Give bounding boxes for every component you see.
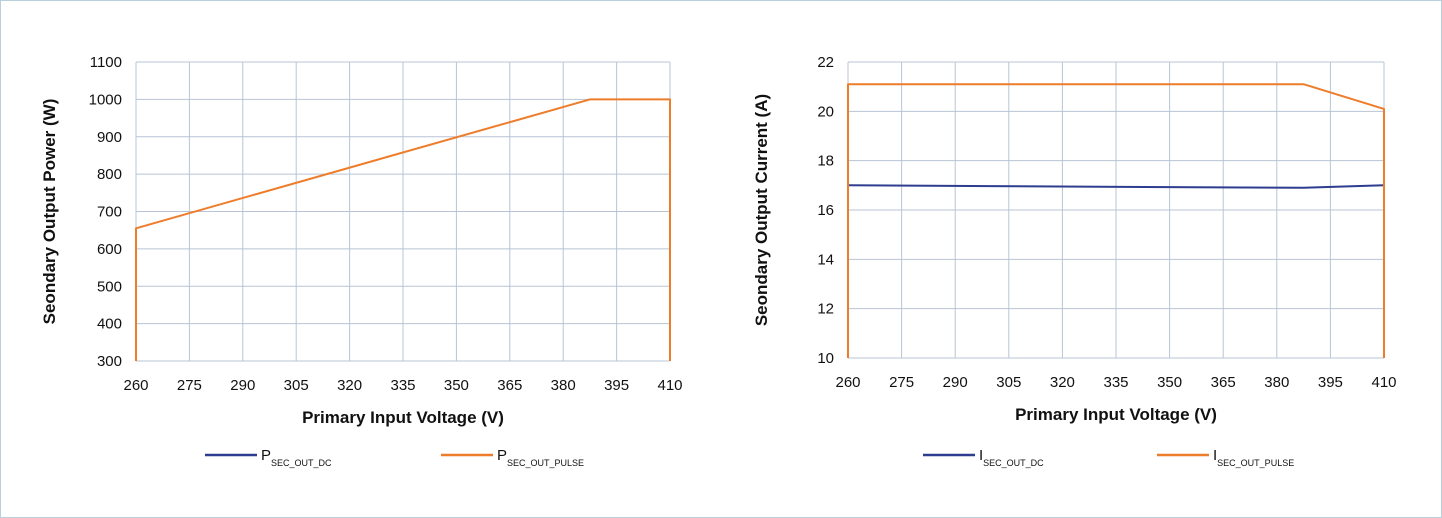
legend-label-subscript: SEC_OUT_PULSE bbox=[507, 458, 584, 468]
y-tick-label: 12 bbox=[817, 301, 834, 318]
x-tick-label: 365 bbox=[497, 377, 522, 394]
legend-item: ISEC_OUT_DC bbox=[923, 447, 1044, 468]
legend-item: PSEC_OUT_PULSE bbox=[441, 447, 584, 468]
chart-1: 260 275 290 305 320 335 350 365 380 395 410 300 400 5… bbox=[40, 54, 683, 468]
y-tick-label: 1100 bbox=[90, 54, 122, 71]
x-tick-label: 380 bbox=[1264, 374, 1289, 391]
x-tick-label: 290 bbox=[230, 377, 255, 394]
x-tick-label: 320 bbox=[1050, 374, 1075, 391]
x-tick-label: 395 bbox=[604, 377, 629, 394]
x-tick-label: 305 bbox=[284, 377, 309, 394]
x-tick-label: 275 bbox=[889, 374, 914, 391]
y-tick-label: 1000 bbox=[89, 91, 122, 108]
legend: PSEC_OUT_DC PSEC_OUT_PULSE bbox=[205, 447, 584, 468]
legend-label-subscript: SEC_OUT_PULSE bbox=[1217, 458, 1294, 468]
y-tick-label: 18 bbox=[817, 153, 834, 170]
y-tick-label: 14 bbox=[817, 251, 834, 268]
series-line-sec-out-pulse bbox=[135, 98, 671, 361]
y-tick-label: 22 bbox=[817, 54, 834, 71]
x-tick-label: 260 bbox=[123, 377, 148, 394]
legend-label: PSEC_OUT_DC bbox=[261, 447, 332, 468]
x-tick-label: 275 bbox=[177, 377, 202, 394]
legend-label-main: I bbox=[1213, 447, 1217, 464]
legend-label-main: I bbox=[979, 447, 983, 464]
x-tick-label: 320 bbox=[337, 377, 362, 394]
y-axis-title: Seondary Output Current (A) bbox=[752, 94, 771, 326]
x-axis-title: Primary Input Voltage (V) bbox=[302, 408, 504, 427]
x-axis-title: Primary Input Voltage (V) bbox=[1015, 405, 1217, 424]
y-tick-label: 600 bbox=[97, 241, 122, 258]
y-tick-label: 700 bbox=[97, 204, 122, 221]
x-axis: 260 275 290 305 320 335 350 365 380 395 410 bbox=[123, 62, 683, 394]
x-tick-label: 305 bbox=[996, 374, 1021, 391]
y-tick-label: 20 bbox=[817, 103, 834, 120]
x-tick-label: 410 bbox=[1371, 374, 1396, 391]
y-tick-label: 800 bbox=[97, 166, 122, 183]
x-tick-label: 335 bbox=[1103, 374, 1128, 391]
y-tick-label: 900 bbox=[97, 129, 122, 146]
y-tick-label: 16 bbox=[817, 202, 834, 219]
y-tick-label: 300 bbox=[97, 353, 122, 370]
y-tick-label: 500 bbox=[97, 278, 122, 295]
y-tick-label: 400 bbox=[97, 316, 122, 333]
legend-item: ISEC_OUT_PULSE bbox=[1157, 447, 1294, 468]
legend-label-subscript: SEC_OUT_DC bbox=[983, 458, 1044, 468]
legend-item: PSEC_OUT_DC bbox=[205, 447, 332, 468]
legend-label: PSEC_OUT_PULSE bbox=[497, 447, 584, 468]
x-tick-label: 335 bbox=[390, 377, 415, 394]
x-tick-label: 380 bbox=[551, 377, 576, 394]
legend-label-main: P bbox=[261, 447, 271, 464]
y-axis-title: Seondary Output Power (W) bbox=[40, 99, 59, 325]
legend-label-subscript: SEC_OUT_DC bbox=[271, 458, 332, 468]
x-tick-label: 350 bbox=[1157, 374, 1182, 391]
y-tick-label: 10 bbox=[817, 350, 834, 367]
x-tick-label: 260 bbox=[835, 374, 860, 391]
x-tick-label: 395 bbox=[1318, 374, 1343, 391]
chart-2: 260 275 290 305 320 335 350 365 380 395 4101012141… bbox=[752, 54, 1397, 468]
x-tick-label: 410 bbox=[657, 377, 682, 394]
series-line-sec-out-dc bbox=[847, 184, 1385, 189]
legend-label: ISEC_OUT_DC bbox=[979, 447, 1044, 468]
series-line-sec-out-pulse bbox=[847, 83, 1385, 358]
legend-label: ISEC_OUT_PULSE bbox=[1213, 447, 1294, 468]
y-axis: 10 12 14 16 18 20 22 bbox=[817, 54, 1384, 367]
legend-label-main: P bbox=[497, 447, 507, 464]
x-tick-label: 350 bbox=[444, 377, 469, 394]
y-axis: 300 400 500 600 700 800 900 1000 1100 bbox=[89, 54, 670, 370]
legend: ISEC_OUT_DC ISEC_OUT_PULSE bbox=[923, 447, 1294, 468]
x-tick-label: 365 bbox=[1211, 374, 1236, 391]
x-tick-label: 290 bbox=[943, 374, 968, 391]
